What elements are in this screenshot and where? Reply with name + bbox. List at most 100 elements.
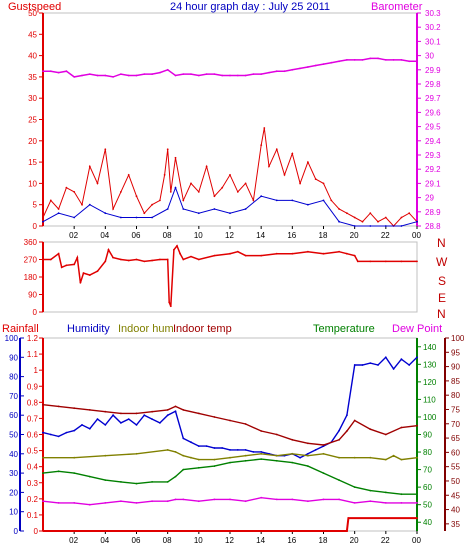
barometer-series-point (252, 73, 255, 75)
hum-tick-label: 40 (9, 450, 18, 459)
compass-label-n-top: N (437, 236, 446, 250)
temperature-series-point (353, 486, 356, 488)
avg-wind-series-point (104, 212, 107, 215)
temperature-series-point (104, 479, 107, 481)
gust-series-point (42, 216, 44, 219)
gust-series-point (190, 182, 192, 185)
indoor_temp-series-point (369, 428, 372, 431)
indoor_temp-series (42, 404, 418, 446)
barometer-series-point (314, 64, 317, 67)
dewpoint-tick-label: 70 (451, 420, 460, 429)
dew_point-series-point (135, 502, 138, 504)
rain-series (43, 517, 417, 532)
avg-wind-series-point (353, 225, 356, 227)
rain-tick-label: 1.2 (27, 334, 39, 343)
barometer-series-point (213, 73, 216, 75)
hum-tick-label: 100 (5, 334, 19, 343)
baro-tick-label: 29.3 (425, 151, 441, 160)
avg-wind-series-point (322, 199, 325, 202)
dewpoint-tick-label: 90 (451, 363, 460, 372)
indoor_hum-series-point (369, 456, 372, 459)
dewpoint-tick-label: 45 (451, 491, 460, 500)
legend-dew-point: Dew Point (392, 323, 442, 335)
wind-x-tick-label: 06 (132, 231, 141, 240)
wind-dir-series-point (168, 301, 171, 304)
hum-series-point (353, 364, 356, 366)
temperature-series-point (416, 493, 418, 496)
gust-series-point (159, 199, 161, 202)
hum-series-point (143, 414, 146, 417)
wind-dir-series-point (322, 252, 325, 255)
gust-series-point (120, 191, 122, 193)
gust-series-point (361, 220, 364, 223)
avg-wind-series-point (400, 225, 403, 227)
hum-series-point (104, 424, 107, 426)
wind-dir-series-point (60, 266, 63, 269)
temperature-series-point (307, 465, 309, 467)
temp-tick-label: 80 (423, 448, 432, 457)
rain-tick-label: 0.1 (27, 511, 39, 520)
barometer-series-point (73, 76, 76, 78)
indoor_temp-series-point (307, 442, 309, 445)
barometer-series-point (127, 74, 130, 77)
hum-series-point (252, 451, 255, 453)
dewpoint-tick-label: 75 (451, 405, 460, 414)
wind-x-tick-label: 18 (319, 231, 328, 240)
hum-series-point (190, 441, 192, 444)
rain-tick-label: 0.2 (27, 495, 39, 504)
hum-tick-label: 50 (9, 431, 18, 440)
dew_point-series-point (291, 498, 294, 501)
wind-dir-series-point (369, 260, 372, 263)
indoor_hum-series-point (73, 456, 76, 459)
avg-wind-series-point (369, 225, 372, 227)
indoor_temp-series-point (104, 410, 107, 413)
barometer-series-point (268, 71, 270, 74)
baro-tick-label: 28.8 (425, 222, 441, 231)
dewpoint-tick-label: 40 (451, 506, 460, 515)
hum-series-point (400, 358, 403, 361)
hum-tick-label: 0 (14, 527, 19, 536)
baro-tick-label: 29 (425, 194, 434, 203)
legend-indoor-temp: Indoor temp (173, 323, 232, 335)
dewpoint-tick-label: 55 (451, 463, 460, 472)
avg-wind-series-point (384, 225, 387, 227)
barometer-series-point (338, 60, 340, 63)
wind-x-tick-label: 10 (194, 231, 203, 240)
temperature-series-point (369, 489, 372, 492)
wind-dir-series-point (213, 254, 216, 257)
wind-x-tick-label: 22 (381, 231, 390, 240)
temperature-series-point (275, 459, 278, 462)
avg-wind-series-point (57, 212, 60, 215)
rain-series-point (416, 517, 418, 519)
indoor_temp-series-point (42, 403, 44, 406)
hum-series-point (57, 435, 60, 438)
temp-tick-label: 130 (423, 360, 437, 369)
temperature-series-point (73, 472, 76, 474)
avg-wind-series-point (88, 203, 91, 206)
wind-dir-series-point (42, 258, 44, 261)
barometer-series-point (151, 73, 154, 75)
dew_point-series-point (338, 498, 340, 501)
indoor_hum-series-point (392, 454, 395, 457)
wind-dir-series-point (107, 248, 110, 251)
wind-x-tick-label: 04 (100, 231, 109, 240)
indoor_hum-series-point (244, 454, 247, 457)
chart-marks: 0510152025303540455028.828.92929.129.229… (5, 9, 465, 545)
temperature-series-point (151, 481, 154, 483)
temp-x-tick-label: 18 (319, 536, 328, 545)
indoor_temp-series-point (322, 444, 325, 446)
indoor_temp-series-point (135, 412, 138, 415)
barometer-series-point (291, 68, 294, 71)
hum-series-point (416, 356, 418, 359)
gust-series-point (236, 191, 239, 193)
barometer-series-point (353, 59, 356, 61)
gust-series-point (369, 212, 372, 215)
barometer-series-point (65, 70, 68, 73)
hum-series-point (73, 429, 76, 432)
temp-tick-label: 140 (423, 343, 437, 352)
barometer-series-point (400, 59, 403, 61)
indoor_hum-series-point (400, 458, 403, 461)
dew_point-series-point (260, 496, 263, 499)
dew_point-series-point (42, 500, 44, 503)
wind-dir-series-point (120, 258, 122, 261)
